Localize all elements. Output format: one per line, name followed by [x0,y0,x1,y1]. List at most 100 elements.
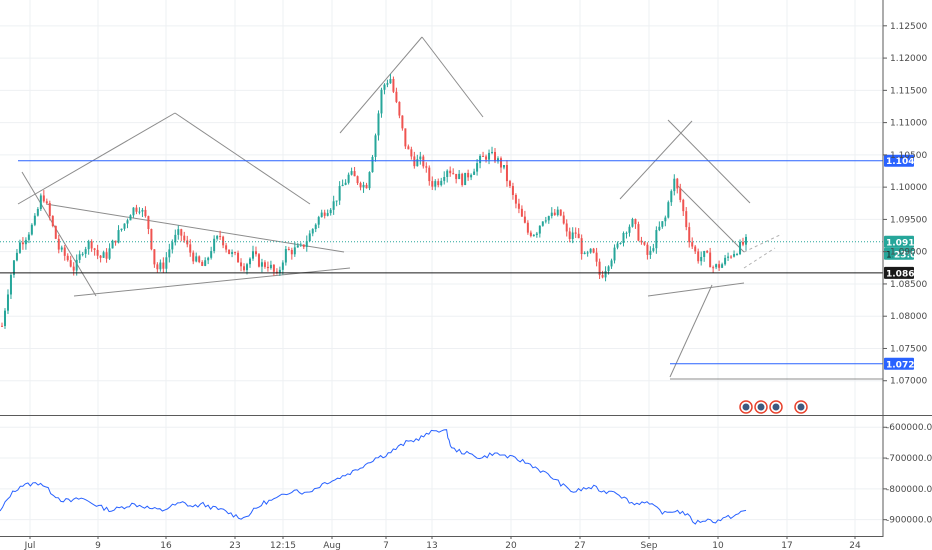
candle-body [254,251,257,255]
time-tick-label: 7 [383,541,389,550]
candle-body [455,173,458,180]
candle-body [284,249,287,263]
candle-body [195,256,198,262]
time-axis[interactable]: Jul 9 16 23 12:15 Aug 7 13 20 27 Sep 10 17 24 [0,536,883,550]
candle-body [407,146,410,150]
trendline [174,112,311,205]
candle-body [228,249,231,254]
candle-body [709,252,712,268]
candle-body [126,220,129,224]
candle-body [529,232,532,236]
price-level-label-bg [884,266,914,279]
candle-body [219,235,222,237]
candle-body [359,183,362,188]
candle-body [222,236,225,246]
time-tick-label: 10 [712,541,724,550]
current-price-label: 1.09153 [886,238,927,248]
candle-body [568,231,571,239]
time-tick-label: 24 [849,541,861,550]
candle-body [413,156,416,167]
candle-body [383,84,386,90]
candle-body [153,249,156,265]
event-markers[interactable] [739,400,808,414]
candle-body [565,223,568,232]
candle-body [532,234,535,236]
candle-body [643,242,646,245]
candle-body [637,224,640,241]
candle-body [108,248,111,259]
candles [1,73,747,329]
candle-body [296,245,299,248]
candle-body [356,176,359,184]
candle-body [514,194,517,204]
candle-body [377,113,380,136]
candle-body [117,230,120,243]
price-tick-label: 1.12500 [890,22,927,32]
price-axis[interactable]: 1.12500 1.12000 1.11500 1.11000 1.10500 1.100… [0,0,932,537]
price-level-label: 1.10409 [886,157,927,167]
candle-body [150,229,153,250]
candle-body [505,165,508,182]
candle-body [428,167,431,182]
candle-body [730,256,733,258]
event-marker-flag [797,403,805,411]
candle-body [266,266,269,269]
candle-body [613,247,616,261]
candle-body [198,256,201,263]
candle-body [488,152,491,160]
candle-body [305,241,308,247]
trendline [619,120,693,200]
candle-body [138,211,141,213]
indicator-tick-label: -600000.0000 [886,423,932,433]
candle-body [559,209,562,216]
price-level-label-bg [884,357,914,370]
candle-body [21,242,24,245]
candle-body [99,255,102,258]
candle-body [610,260,613,267]
time-tick-label: 12:15 [270,541,296,550]
candle-body [201,262,204,266]
candle-body [231,252,234,254]
price-tick-label: 1.07000 [890,377,927,387]
event-marker-icon[interactable] [769,400,783,414]
candle-body [162,262,165,269]
candle-body [398,101,401,116]
candle-body [263,262,266,267]
candle-body [443,176,446,181]
candle-body [499,158,502,168]
candle-body [461,173,464,186]
event-marker-icon[interactable] [754,400,768,414]
candle-body [260,262,263,267]
candle-body [670,191,673,203]
candle-body [60,247,63,250]
candle-body [84,249,87,254]
candle-body [550,212,553,217]
candle-body [473,171,476,175]
candle-body [571,232,574,239]
candle-body [251,251,254,259]
event-marker-flag [772,403,780,411]
candle-body [132,207,135,216]
candle-body [616,243,619,248]
candle-body [335,200,338,202]
candle-body [111,240,114,249]
candle-body [174,234,177,243]
candle-body [114,240,117,243]
candle-body [15,252,18,261]
candle-body [520,208,523,217]
candle-body [727,256,730,258]
event-marker-icon[interactable] [739,400,753,414]
price-level-label: 1.07263 [886,360,927,370]
candle-body [476,163,479,172]
price-tick-label: 1.09500 [890,215,927,225]
candle-body [679,188,682,200]
candle-body [425,166,428,168]
candle-body [3,310,6,326]
candle-body [54,225,57,239]
candle-body [574,232,577,234]
candle-body [66,255,69,261]
event-marker-icon[interactable] [794,400,808,414]
indicator-tick-label: -700000.0000 [886,454,932,464]
